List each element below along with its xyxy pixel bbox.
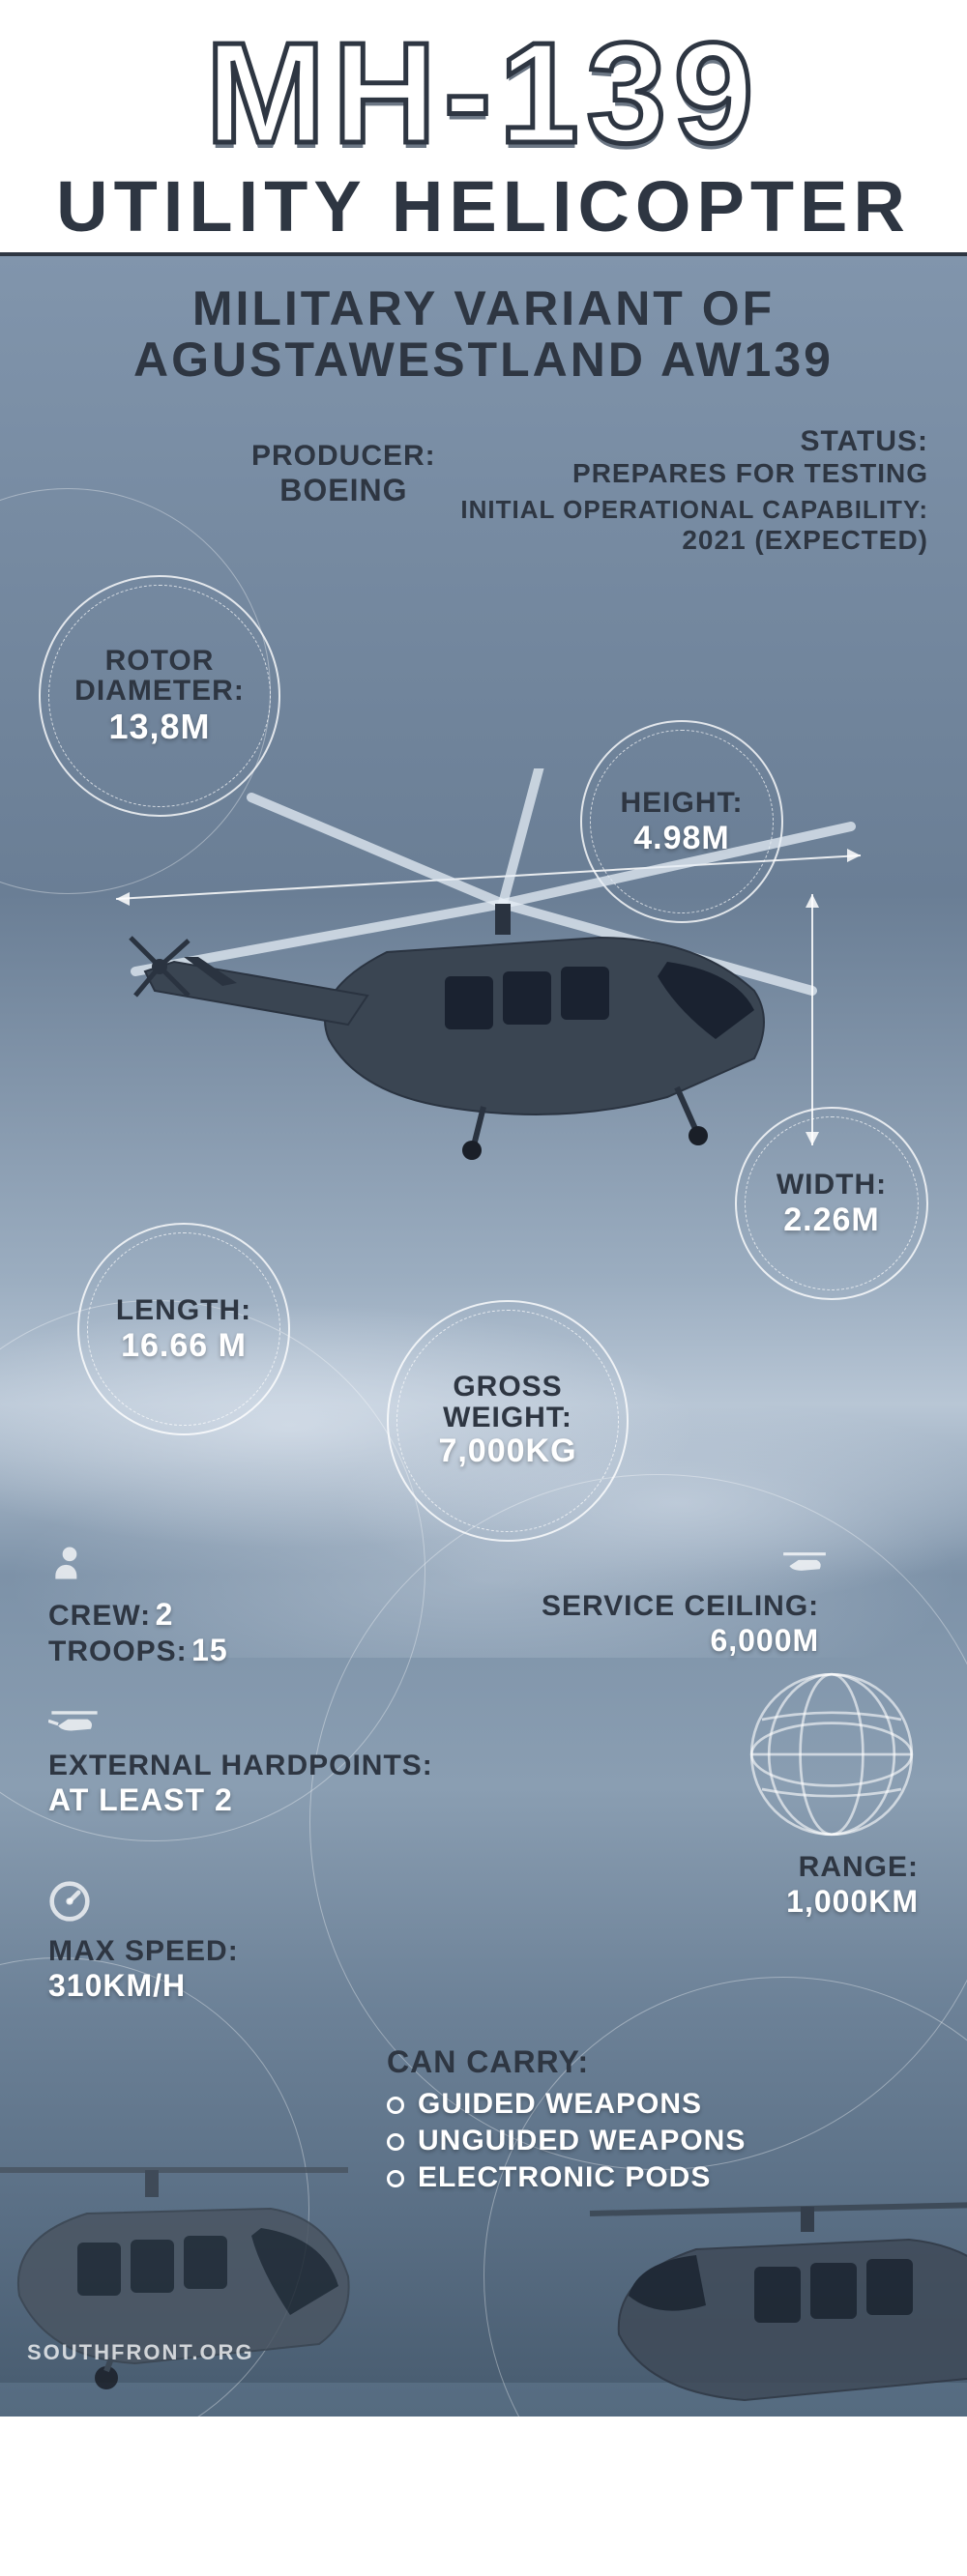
crew-label: CREW: [48, 1600, 151, 1632]
variant-text: MILITARY VARIANT OF AGUSTAWESTLAND AW139 [0, 256, 967, 394]
rotor-value: 13,8M [108, 707, 210, 747]
gross-label: GROSSWEIGHT: [443, 1372, 572, 1433]
range-label: RANGE: [786, 1851, 919, 1884]
carry-item-1: UNGUIDED WEAPONS [387, 2125, 746, 2157]
ioc-value: 2021 (EXPECTED) [460, 525, 928, 556]
troops-value: 15 [191, 1633, 228, 1667]
infographic-root: MH-139 UTILITY HELICOPTER MILITARY VARIA… [0, 0, 967, 2417]
producer-label: PRODUCER: [251, 440, 436, 473]
ceiling-block: SERVICE CEILING: 6,000M [542, 1590, 819, 1659]
helicopter-icon [48, 1706, 101, 1739]
bullet-icon [387, 2097, 404, 2114]
ceiling-label: SERVICE CEILING: [542, 1590, 819, 1623]
globe-icon [745, 1667, 919, 1841]
status-block: STATUS: PREPARES FOR TESTING INITIAL OPE… [460, 425, 928, 556]
maxspeed-value: 310KM/H [48, 1968, 239, 2004]
crew-value: 2 [156, 1597, 174, 1632]
hardpoints-value: AT LEAST 2 [48, 1782, 433, 1818]
length-value: 16.66 M [121, 1327, 247, 1365]
maxspeed-block: MAX SPEED: 310KM/H [48, 1880, 239, 2004]
status-label: STATUS: [460, 425, 928, 458]
bottom-heli-right [561, 2170, 967, 2421]
helicopter-illustration [77, 768, 890, 1271]
rotor-label: ROTORDIAMETER: [74, 646, 245, 707]
range-value: 1,000KM [786, 1884, 919, 1920]
gauge-icon [48, 1880, 91, 1923]
bullet-icon [387, 2133, 404, 2151]
hardpoints-block: EXTERNAL HARDPOINTS: AT LEAST 2 [48, 1706, 433, 1818]
hardpoints-label: EXTERNAL HARDPOINTS: [48, 1750, 433, 1782]
subtitle: UTILITY HELICOPTER [19, 165, 948, 247]
main-title: MH-139 [19, 29, 948, 158]
footer-credit: SOUTHFRONT.ORG [27, 2340, 254, 2365]
gross-value: 7,000KG [438, 1433, 576, 1470]
carry-item-0: GUIDED WEAPONS [387, 2088, 746, 2121]
header: MH-139 UTILITY HELICOPTER [0, 0, 967, 252]
status-value: PREPARES FOR TESTING [460, 458, 928, 489]
person-icon [48, 1542, 91, 1584]
bullet-icon [387, 2170, 404, 2187]
troops-label: TROOPS: [48, 1635, 188, 1667]
producer-value: BOEING [251, 473, 436, 508]
variant-line1: MILITARY VARIANT OF [19, 283, 948, 334]
gross-callout: GROSSWEIGHT: 7,000KG [387, 1300, 629, 1542]
producer-block: PRODUCER: BOEING [251, 440, 436, 508]
ioc-label: INITIAL OPERATIONAL CAPABILITY: [460, 495, 928, 525]
ceiling-value: 6,000M [542, 1623, 819, 1659]
maxspeed-label: MAX SPEED: [48, 1935, 239, 1968]
sky-section: MILITARY VARIANT OF AGUSTAWESTLAND AW139… [0, 256, 967, 2383]
carry-label: CAN CARRY: [387, 2044, 746, 2080]
crew-block: CREW: 2 TROOPS: 15 [48, 1542, 228, 1668]
range-block: RANGE: 1,000KM [786, 1851, 919, 1920]
variant-line2: AGUSTAWESTLAND AW139 [19, 334, 948, 386]
helicopter-small-icon [780, 1548, 829, 1578]
length-label: LENGTH: [116, 1294, 251, 1327]
